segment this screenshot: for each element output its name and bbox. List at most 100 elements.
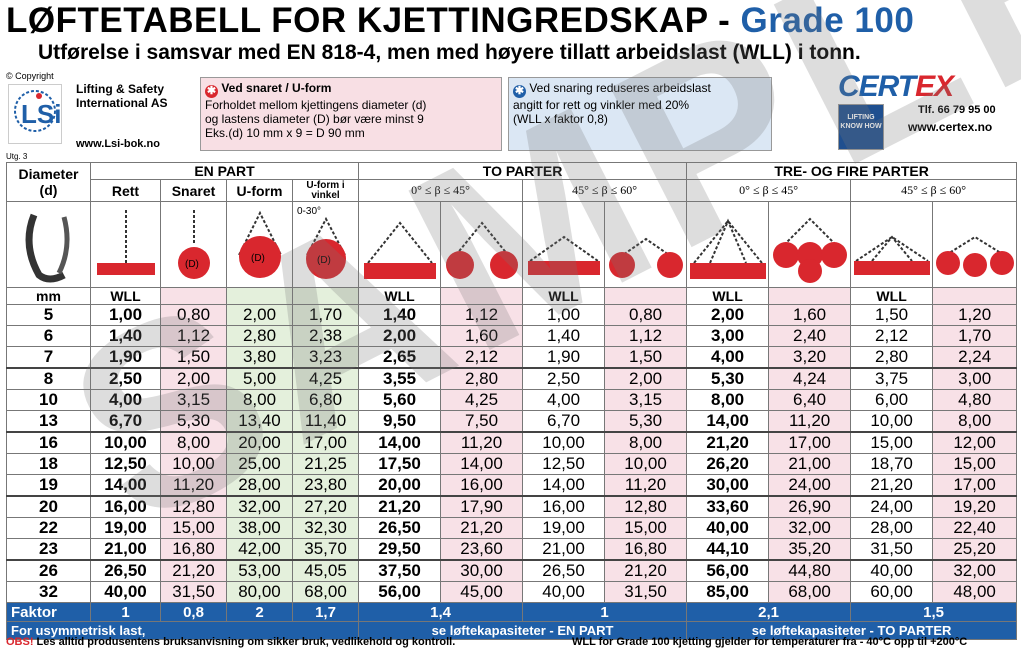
wll-cell: 17,00 xyxy=(768,431,852,454)
wll-cell: 2,12 xyxy=(440,346,524,369)
wll-cell: 16,00 xyxy=(90,495,161,518)
two-leg-straight-a-icon xyxy=(358,201,442,288)
wll-cell: 53,00 xyxy=(226,559,293,582)
info-box-reduction: ✱ Ved snaring reduseres arbeidslast angi… xyxy=(508,77,772,151)
wll-cell: 15,00 xyxy=(932,453,1018,475)
faktor-value: 2 xyxy=(226,602,293,622)
wll-cell: 21,20 xyxy=(686,431,770,454)
wll-cell: 2,00 xyxy=(686,304,770,326)
two-leg-choke-a-icon xyxy=(440,201,524,288)
faktor-value: 1,7 xyxy=(291,602,360,622)
wll-cell: 16,00 xyxy=(440,474,524,497)
wll-cell: 11,20 xyxy=(440,431,524,454)
wll-cell: 1,00 xyxy=(522,304,606,326)
wll-blank xyxy=(226,287,293,305)
wll-cell: 2,00 xyxy=(226,304,293,326)
wll-cell: 4,25 xyxy=(291,367,360,390)
wll-cell: 32,00 xyxy=(768,517,852,539)
wll-cell: 21,00 xyxy=(90,538,161,561)
wll-blank xyxy=(768,287,852,305)
wll-cell: 16,00 xyxy=(522,495,606,518)
company-url[interactable]: www.Lsi-bok.no xyxy=(76,138,160,150)
wll-cell: 27,20 xyxy=(291,495,360,518)
table-row: 19 14,00 11,20 28,00 23,80 20,00 16,00 14,00 11,… xyxy=(6,474,1018,497)
wll-cell: 29,50 xyxy=(358,538,442,561)
wll-cell: 44,80 xyxy=(768,559,852,582)
diameter-cell: 19 xyxy=(6,474,91,497)
wll-cell: 14,00 xyxy=(358,431,442,454)
wll-cell: 8,00 xyxy=(686,389,770,411)
sub-rett: Rett xyxy=(90,179,161,202)
svg-text:(D): (D) xyxy=(185,259,199,270)
table-row: 23 21,00 16,80 42,00 35,70 29,50 23,60 21,00 16,… xyxy=(6,538,1018,561)
wll-cell: 21,20 xyxy=(440,517,524,539)
unit-mm: mm xyxy=(6,287,91,305)
wll-cell: 1,12 xyxy=(604,325,688,347)
table-row: 18 12,50 10,00 25,00 21,25 17,50 14,00 12,50 10,… xyxy=(6,453,1018,475)
wll-cell: 2,12 xyxy=(850,325,934,347)
wll-cell: 10,00 xyxy=(850,410,934,433)
certex-phone: Tlf. 66 79 95 00 xyxy=(918,104,996,116)
group-to-parter: TO PARTER xyxy=(358,162,688,180)
wll-cell: 21,20 xyxy=(160,559,227,582)
certex-logo: CERTEX xyxy=(838,70,954,103)
wll-cell: 38,00 xyxy=(226,517,293,539)
table-row: 22 19,00 15,00 38,00 32,30 26,50 21,20 19,00 15,… xyxy=(6,517,1018,539)
diameter-header: Diameter (d) xyxy=(6,162,91,202)
wll-cell: 3,00 xyxy=(686,325,770,347)
wll-cell: 19,00 xyxy=(90,517,161,539)
wll-cell: 6,70 xyxy=(90,410,161,433)
wll-cell: 2,80 xyxy=(440,367,524,390)
wll-cell: 2,50 xyxy=(90,367,161,390)
wll-cell: 14,00 xyxy=(522,474,606,497)
wll-cell: 3,80 xyxy=(226,346,293,369)
wll-blank xyxy=(440,287,524,305)
wll-cell: 37,50 xyxy=(358,559,442,582)
page-title: LØFTETABELL FOR KJETTINGREDSKAP - Grade … xyxy=(6,1,915,40)
wll-cell: 40,00 xyxy=(90,581,161,603)
table-body: 5 1,00 0,80 2,00 1,70 1,40 1,12 1,00 0,80 2,00 1,6… xyxy=(6,304,1018,603)
wll-cell: 1,40 xyxy=(358,304,442,326)
wll-cell: 26,50 xyxy=(90,559,161,582)
angle-tre-a: 0° ≤ β ≤ 45° xyxy=(686,179,852,202)
wll-cell: 60,00 xyxy=(850,581,934,603)
wll-cell: 18,70 xyxy=(850,453,934,475)
wll-cell: 7,50 xyxy=(440,410,524,433)
svg-text:LSi: LSi xyxy=(21,99,61,129)
wll-cell: 4,25 xyxy=(440,389,524,411)
angle-to-b: 45° ≤ β ≤ 60° xyxy=(522,179,688,202)
table-row: 10 4,00 3,15 8,00 6,80 5,60 4,25 4,00 3,15 8,00 6,… xyxy=(6,389,1018,411)
wll-cell: 10,00 xyxy=(522,431,606,454)
diameter-cell: 8 xyxy=(6,367,91,390)
two-leg-choke-b-icon xyxy=(604,201,688,288)
wll-cell: 12,80 xyxy=(160,495,227,518)
wll-cell: 42,00 xyxy=(226,538,293,561)
multi-leg-straight-b-icon xyxy=(850,201,934,288)
wll-cell: 68,00 xyxy=(291,581,360,603)
wll-cell: 15,00 xyxy=(604,517,688,539)
wll-cell: 11,20 xyxy=(604,474,688,497)
wll-cell: 12,00 xyxy=(932,431,1018,454)
wll-cell: 1,50 xyxy=(160,346,227,369)
lifting-table: Diameter (d) EN PART TO PARTER TRE- OG FI… xyxy=(5,162,1018,640)
wll-cell: 17,50 xyxy=(358,453,442,475)
wll-cell: 35,70 xyxy=(291,538,360,561)
wll-cell: 32,00 xyxy=(226,495,293,518)
faktor-label: Faktor xyxy=(6,602,91,622)
wll-cell: 5,30 xyxy=(160,410,227,433)
wll-to-b: WLL xyxy=(522,287,606,305)
wll-cell: 10,00 xyxy=(160,453,227,475)
wll-cell: 2,38 xyxy=(291,325,360,347)
wll-cell: 1,90 xyxy=(522,346,606,369)
wll-cell: 31,50 xyxy=(604,581,688,603)
table-row: 20 16,00 12,80 32,00 27,20 21,20 17,90 16,00 12,… xyxy=(6,495,1018,518)
wll-en: WLL xyxy=(90,287,161,305)
wll-cell: 1,50 xyxy=(850,304,934,326)
diameter-cell: 6 xyxy=(6,325,91,347)
group-tre-parter: TRE- OG FIRE PARTER xyxy=(686,162,1018,180)
wll-cell: 17,00 xyxy=(291,431,360,454)
wll-cell: 2,65 xyxy=(358,346,442,369)
certex-url[interactable]: www.certex.no xyxy=(908,120,993,134)
wll-cell: 6,80 xyxy=(291,389,360,411)
faktor-value: 1 xyxy=(90,602,161,622)
